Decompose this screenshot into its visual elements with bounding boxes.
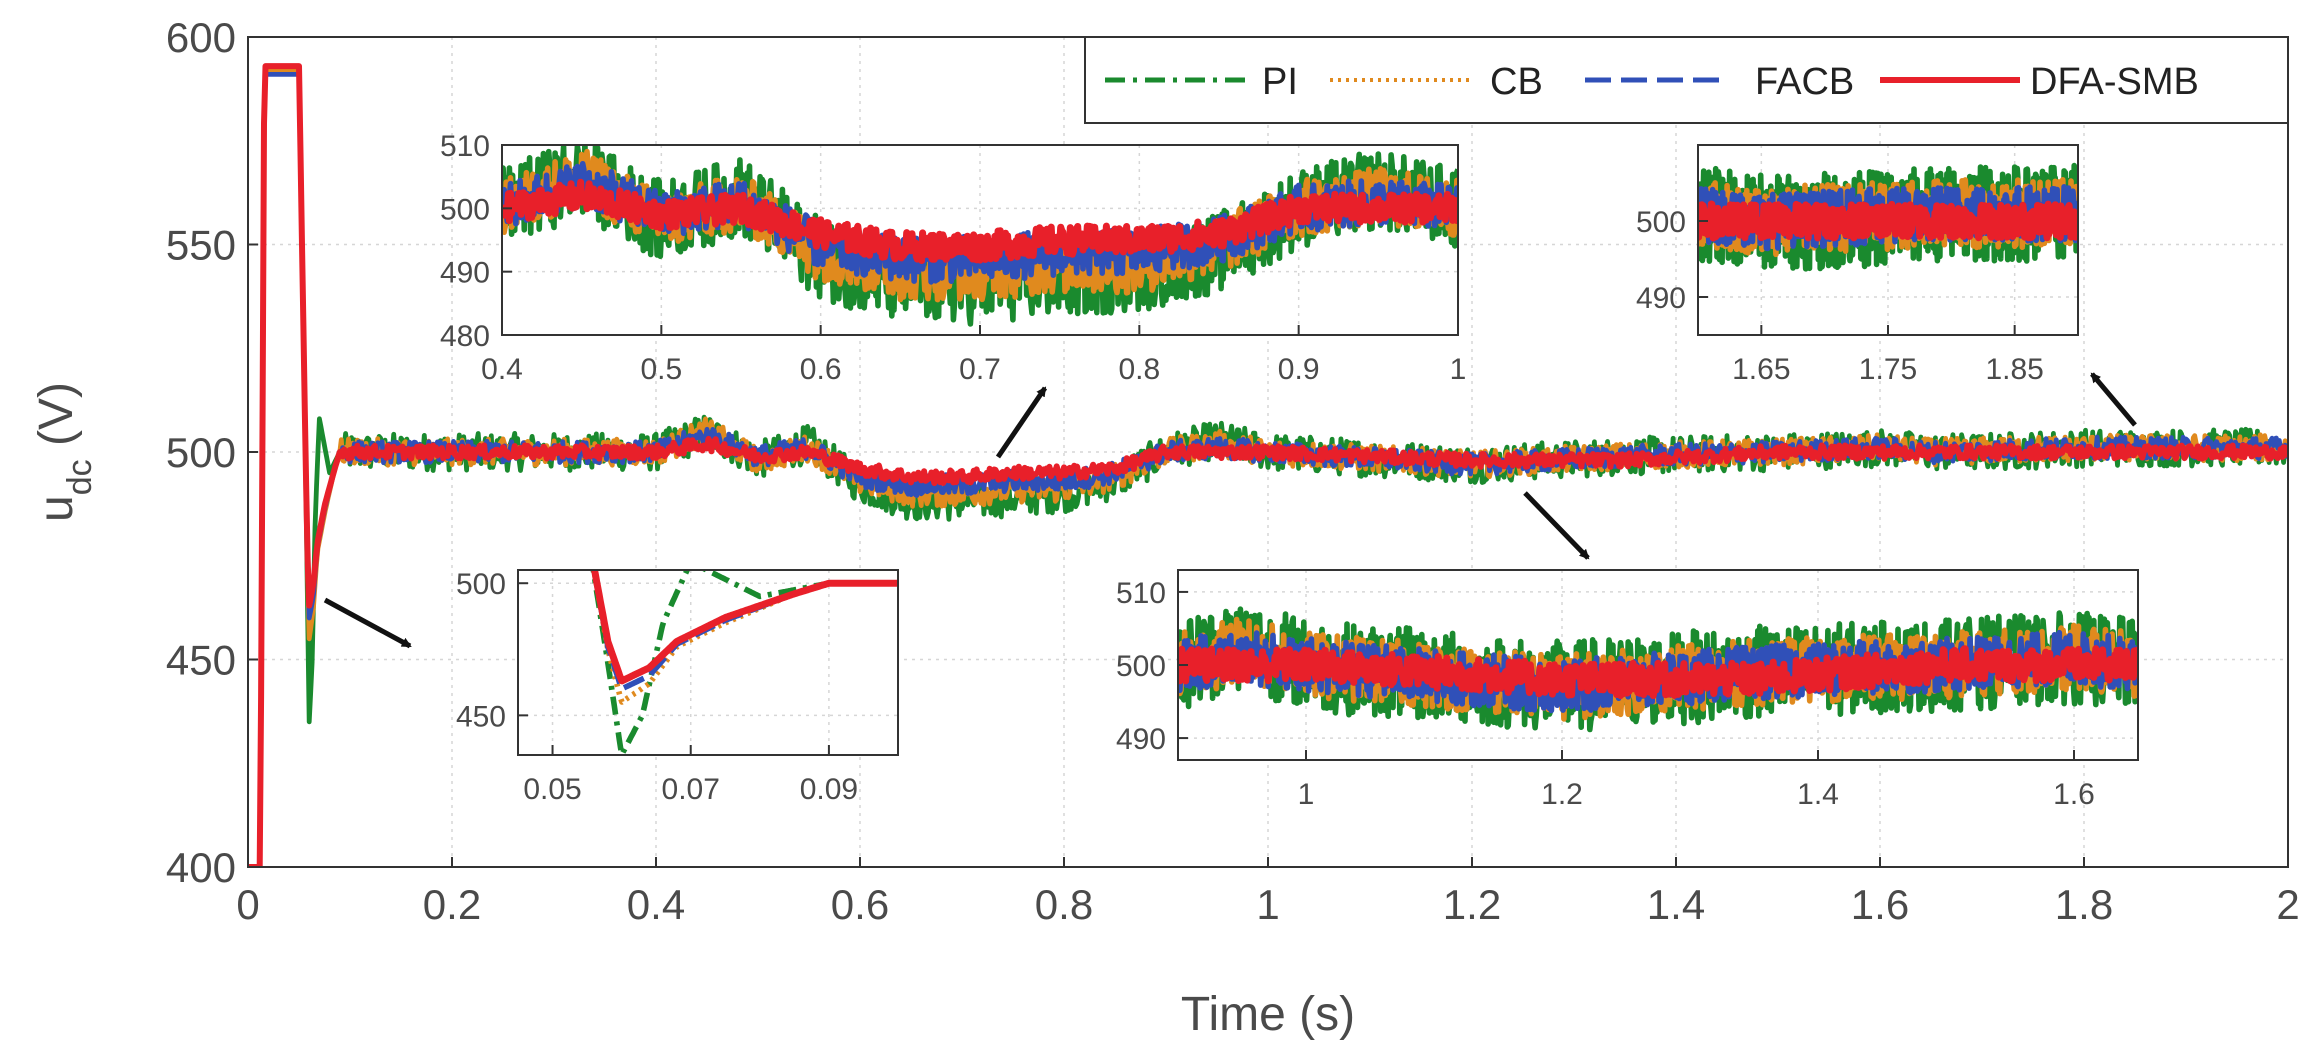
inset-3-x-tick-label-0: 1	[1298, 778, 1315, 811]
annotation-arrows	[323, 372, 2137, 649]
main-x-tick-label-2: 0.4	[627, 881, 685, 928]
legend-item-facb: FACB	[1585, 61, 1854, 103]
inset-0-x-tick-label-6: 1	[1450, 353, 1467, 386]
main-x-tick-label-10: 2	[2276, 881, 2299, 928]
inset-2-x-tick-label-2: 0.09	[800, 773, 858, 806]
inset-3-y-tick-label-0: 490	[1116, 723, 1166, 756]
inset-0-x-tick-label-0: 0.4	[481, 353, 523, 386]
main-x-tick-label-8: 1.6	[1851, 881, 1909, 928]
inset-1-x-tick-label-1: 1.75	[1859, 353, 1917, 386]
main-x-tick-label-5: 1	[1256, 881, 1279, 928]
inset-0-5-1: 0.4 0.5 0.6 0.7 0.8 0.9 1 480 490 500 510	[440, 130, 1466, 386]
main-x-tick-label-3: 0.6	[831, 881, 889, 928]
svg-text:CB: CB	[1490, 61, 1543, 103]
arrow-to-inset-0	[995, 386, 1048, 459]
legend-item-cb: CB	[1330, 61, 1543, 103]
inset-2-y-tick-label-1: 500	[456, 568, 506, 601]
x-axis-label: Time (s)	[1181, 988, 1355, 1041]
legend-item-dfa-smb: DFA-SMB	[1880, 61, 2199, 103]
main-x-tick-label-4: 0.8	[1035, 881, 1093, 928]
inset-1-x-tick-label-0: 1.65	[1732, 353, 1790, 386]
inset-1-1-6: 1 1.2 1.4 1.6 490 500 510	[1116, 569, 2139, 811]
legend: PI CB FACB DFA-SMB	[1084, 36, 2289, 124]
inset-0-x-tick-label-3: 0.7	[959, 353, 1001, 386]
main-y-tick-label-1: 450	[166, 637, 236, 684]
arrow-to-inset-3	[1523, 491, 1590, 560]
inset-0-x-tick-label-4: 0.8	[1118, 353, 1160, 386]
inset-0-series-dfa-smb	[502, 178, 1458, 264]
inset-3-x-tick-label-3: 1.6	[2053, 778, 2095, 811]
inset-1-series-dfa-smb	[1698, 200, 2078, 242]
arrow-to-inset-1	[2090, 372, 2137, 427]
inset-0-y-tick-label-3: 510	[440, 130, 490, 163]
inset-2-series-dfa-smb	[590, 570, 898, 685]
inset-1-x-tick-label-2: 1.85	[1985, 353, 2043, 386]
inset-0-05-0-1: 0.05 0.07 0.09 450 500	[456, 568, 899, 806]
inset-0-series	[502, 145, 1458, 327]
main-y-tick-label-2: 500	[166, 429, 236, 476]
main-y-tick-label-0: 400	[166, 844, 236, 891]
main-x-tick-label-7: 1.4	[1647, 881, 1705, 928]
inset-3-y-tick-label-2: 510	[1116, 577, 1166, 610]
inset-0-y-tick-label-2: 500	[440, 193, 490, 226]
inset-1-y-tick-label-0: 490	[1636, 282, 1686, 315]
legend-box	[1084, 36, 2289, 124]
inset-0-x-tick-label-5: 0.9	[1278, 353, 1320, 386]
svg-text:PI: PI	[1262, 61, 1298, 103]
y-axis-label: udc (V)	[30, 382, 99, 522]
inset-2-x-tick-label-1: 0.07	[662, 773, 720, 806]
inset-3-x-tick-label-2: 1.4	[1797, 778, 1839, 811]
inset-2-series	[590, 570, 898, 755]
main-x-tick-label-0: 0	[236, 881, 259, 928]
inset-3-y-tick-label-1: 500	[1116, 650, 1166, 683]
main-x-tick-label-1: 0.2	[423, 881, 481, 928]
main-series-dfa-smb	[248, 63, 2288, 867]
inset-2-background	[518, 570, 898, 755]
inset-2-frame	[517, 569, 899, 756]
inset-2-y-tick-label-0: 450	[456, 700, 506, 733]
inset-0-y-tick-label-1: 490	[440, 257, 490, 290]
inset-2-x-tick-label-0: 0.05	[523, 773, 581, 806]
arrow-to-inset-2	[323, 597, 412, 649]
inset-0-x-tick-label-2: 0.6	[800, 353, 842, 386]
inset-3-series	[1178, 606, 2138, 733]
inset-1-65-1-9: 1.65 1.75 1.85 490 500	[1636, 144, 2079, 386]
legend-item-pi: PI	[1105, 61, 1298, 103]
svg-text:DFA-SMB: DFA-SMB	[2030, 61, 2199, 103]
main-y-tick-label-4: 600	[166, 14, 236, 61]
inset-3-x-tick-label-1: 1.2	[1541, 778, 1583, 811]
main-y-tick-label-3: 550	[166, 222, 236, 269]
inset-2-grid	[518, 570, 898, 755]
main-x-tick-label-6: 1.2	[1443, 881, 1501, 928]
inset-1-series	[1698, 162, 2078, 272]
inset-1-y-tick-label-1: 500	[1636, 206, 1686, 239]
inset-0-y-tick-label-0: 480	[440, 320, 490, 353]
main-x-tick-label-9: 1.8	[2055, 881, 2113, 928]
svg-text:FACB: FACB	[1755, 61, 1854, 103]
inset-3-series-dfa-smb	[1178, 645, 2138, 700]
main-series	[248, 63, 2288, 867]
inset-0-x-tick-label-1: 0.5	[640, 353, 682, 386]
